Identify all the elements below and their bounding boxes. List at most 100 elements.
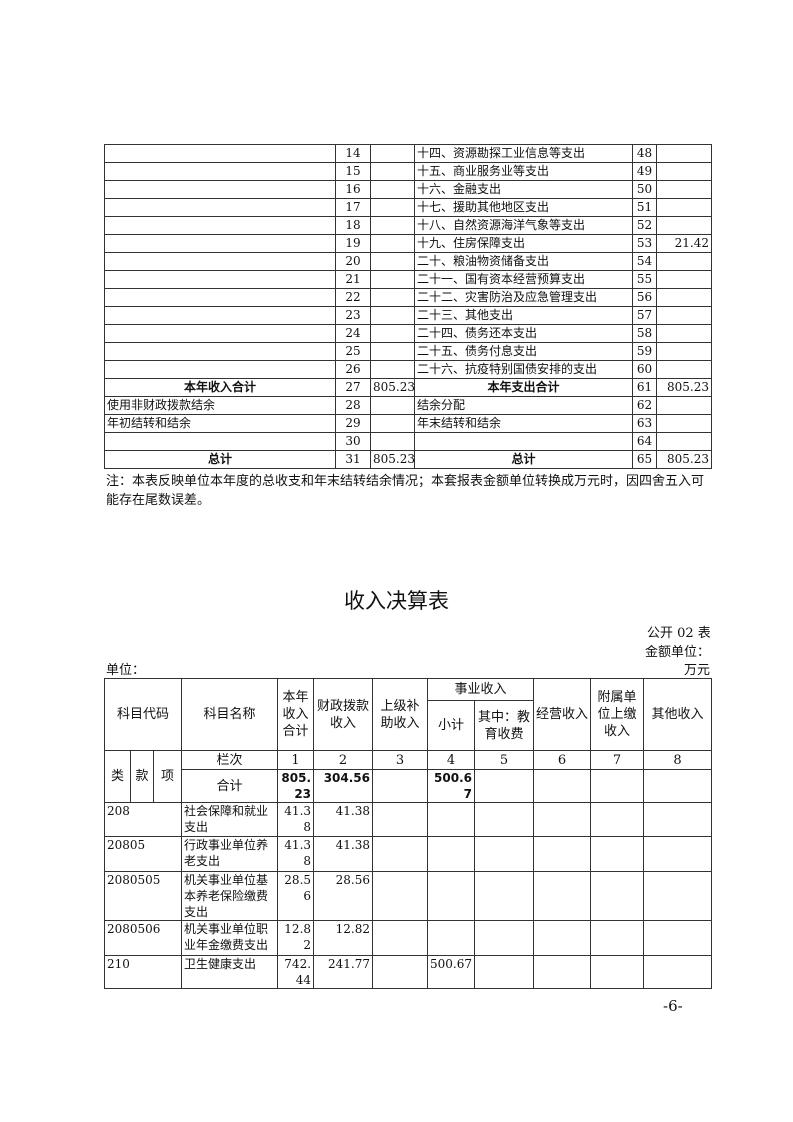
column-number: 6 — [533, 750, 592, 770]
cell-value: 41.38 — [277, 802, 315, 837]
cell-rn: 53 — [632, 234, 657, 253]
cell-rv: 21.42 — [656, 234, 712, 253]
cell-rv — [656, 144, 712, 163]
cell-right: 二十二、灾害防治及应急管理支出 — [414, 288, 633, 307]
cell-ln: 25 — [335, 342, 371, 361]
cell-rn: 54 — [632, 252, 657, 271]
cell-rn: 57 — [632, 306, 657, 325]
cell-right: 二十四、债务还本支出 — [414, 324, 633, 343]
cell-left — [104, 252, 336, 271]
cell-ln: 29 — [335, 414, 371, 433]
cell-ln: 30 — [335, 432, 371, 451]
cell-right: 二十一、国有资本经营预算支出 — [414, 270, 633, 289]
cell-value — [372, 871, 429, 921]
cell-rn: 50 — [632, 180, 657, 199]
cell-ln: 24 — [335, 324, 371, 343]
cell-left — [104, 306, 336, 325]
cell-value — [590, 920, 645, 956]
table-row: 14 十四、资源勘探工业信息等支出 48 — [104, 144, 712, 163]
total-value: 805.23 — [277, 769, 315, 803]
table-row: 16 十六、金融支出 50 — [104, 180, 712, 199]
column-number: 5 — [474, 750, 535, 770]
cell-ln: 17 — [335, 198, 371, 217]
cell-rn: 63 — [632, 414, 657, 433]
cell-ln: 20 — [335, 252, 371, 271]
total-value: 304.56 — [313, 769, 374, 803]
total-label: 合计 — [181, 769, 279, 803]
table-row: 30 64 — [104, 432, 712, 451]
cell-right: 十八、自然资源海洋气象等支出 — [414, 216, 633, 235]
total-value — [474, 769, 535, 803]
table-row: 210 卫生健康支出 742.44 241.77 500.67 — [103, 955, 713, 989]
table-row: 23 二十三、其他支出 57 — [104, 306, 712, 325]
cell-ln: 23 — [335, 306, 371, 325]
table-row: 年初结转和结余 29 年末结转和结余 63 — [104, 414, 712, 433]
cell-left — [104, 432, 336, 451]
cell-right: 十七、援助其他地区支出 — [414, 198, 633, 217]
cell-name: 行政事业单位养老支出 — [181, 836, 279, 872]
cell-value — [643, 836, 713, 872]
cell-rn: 64 — [632, 432, 657, 451]
table-row: 21 二十一、国有资本经营预算支出 55 — [104, 270, 712, 289]
cell-value — [474, 955, 535, 989]
header-total: 本年收入合计 — [277, 678, 315, 751]
cell-value: 28.56 — [313, 871, 374, 921]
cell-left: 使用非财政拨款结余 — [104, 396, 336, 415]
cell-code: 208 — [103, 802, 183, 837]
cell-right: 十六、金融支出 — [414, 180, 633, 199]
cell-value: 500.67 — [427, 955, 476, 989]
cell-rv — [656, 324, 712, 343]
cell-ln: 31 — [335, 450, 371, 469]
cell-value — [533, 836, 592, 872]
cell-rn: 59 — [632, 342, 657, 361]
cell-value — [533, 920, 592, 956]
cell-right: 年末结转和结余 — [414, 414, 633, 433]
cell-rv — [656, 360, 712, 379]
cell-left — [104, 234, 336, 253]
cell-lv — [370, 324, 415, 343]
cell-rv — [656, 216, 712, 235]
total-value — [372, 769, 429, 803]
cell-rv — [656, 198, 712, 217]
table-row: 25 二十五、债务付息支出 59 — [104, 342, 712, 361]
cell-rn: 51 — [632, 198, 657, 217]
cell-rv — [656, 306, 712, 325]
cell-lv: 805.23 — [370, 450, 415, 469]
cell-left: 本年收入合计 — [104, 378, 336, 397]
cell-ln: 26 — [335, 360, 371, 379]
cell-rv: 805.23 — [656, 450, 712, 469]
page-number: -6- — [663, 997, 683, 1015]
cell-lv — [370, 342, 415, 361]
cell-value — [643, 920, 713, 956]
cell-lv — [370, 144, 415, 163]
cell-value — [590, 802, 645, 837]
header-other: 其他收入 — [643, 678, 713, 751]
cell-left — [104, 270, 336, 289]
column-number: 4 — [427, 750, 476, 770]
table-row: 20 二十、粮油物资储备支出 54 — [104, 252, 712, 271]
cell-value — [474, 802, 535, 837]
cell-rv — [656, 432, 712, 451]
cell-value — [427, 871, 476, 921]
table-row: 17 十七、援助其他地区支出 51 — [104, 198, 712, 217]
cell-rv: 805.23 — [656, 378, 712, 397]
header-education: 其中：教育收费 — [474, 700, 535, 751]
cell-name: 卫生健康支出 — [181, 955, 279, 989]
cell-left — [104, 360, 336, 379]
cell-value: 28.56 — [277, 871, 315, 921]
cell-lv — [370, 234, 415, 253]
column-number: 8 — [643, 750, 713, 770]
header-superior: 上级补助收入 — [372, 678, 429, 751]
cell-value — [372, 836, 429, 872]
cell-rn: 61 — [632, 378, 657, 397]
amount-unit-label: 金额单位： — [645, 645, 711, 660]
cell-right: 二十、粮油物资储备支出 — [414, 252, 633, 271]
cell-value — [427, 836, 476, 872]
cell-value — [643, 802, 713, 837]
income-final-accounts-table: 科目代码 科目名称 本年收入合计 财政拨款收入 上级补助收入 事业收入 经营收入… — [103, 678, 713, 989]
cell-ln: 27 — [335, 378, 371, 397]
cell-rn: 60 — [632, 360, 657, 379]
cell-value: 241.77 — [313, 955, 374, 989]
cell-value: 41.38 — [313, 836, 374, 872]
cell-left — [104, 342, 336, 361]
